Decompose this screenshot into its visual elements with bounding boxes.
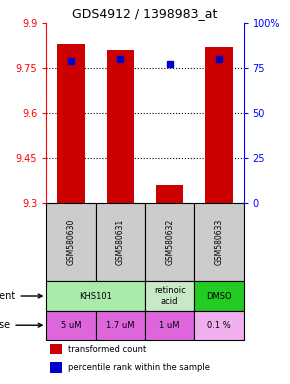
Bar	[194, 203, 244, 281]
Text: 0.1 %: 0.1 %	[207, 321, 231, 330]
Bar	[46, 281, 145, 311]
Bar	[96, 203, 145, 281]
Bar	[194, 281, 244, 311]
Text: dose: dose	[0, 320, 42, 330]
Bar	[57, 44, 85, 203]
Bar	[145, 311, 194, 340]
Bar	[156, 185, 183, 203]
Text: GSM580633: GSM580633	[214, 219, 224, 265]
Bar	[96, 311, 145, 340]
Text: GSM580630: GSM580630	[66, 219, 76, 265]
Bar	[145, 203, 194, 281]
Text: agent: agent	[0, 291, 42, 301]
Bar	[46, 311, 96, 340]
Text: retinoic
acid: retinoic acid	[154, 286, 186, 306]
Bar	[46, 203, 96, 281]
Bar	[107, 50, 134, 203]
Text: GSM580632: GSM580632	[165, 219, 174, 265]
Bar	[145, 281, 194, 311]
Text: percentile rank within the sample: percentile rank within the sample	[68, 363, 210, 372]
Bar	[205, 47, 233, 203]
Text: DMSO: DMSO	[206, 291, 232, 301]
Bar	[50, 344, 62, 354]
Bar	[50, 362, 62, 372]
Text: KHS101: KHS101	[79, 291, 112, 301]
Text: GSM580631: GSM580631	[116, 219, 125, 265]
Text: 1.7 uM: 1.7 uM	[106, 321, 135, 330]
Text: 5 uM: 5 uM	[61, 321, 81, 330]
Title: GDS4912 / 1398983_at: GDS4912 / 1398983_at	[72, 7, 218, 20]
Text: transformed count: transformed count	[68, 345, 146, 354]
Bar	[194, 311, 244, 340]
Text: 1 uM: 1 uM	[160, 321, 180, 330]
